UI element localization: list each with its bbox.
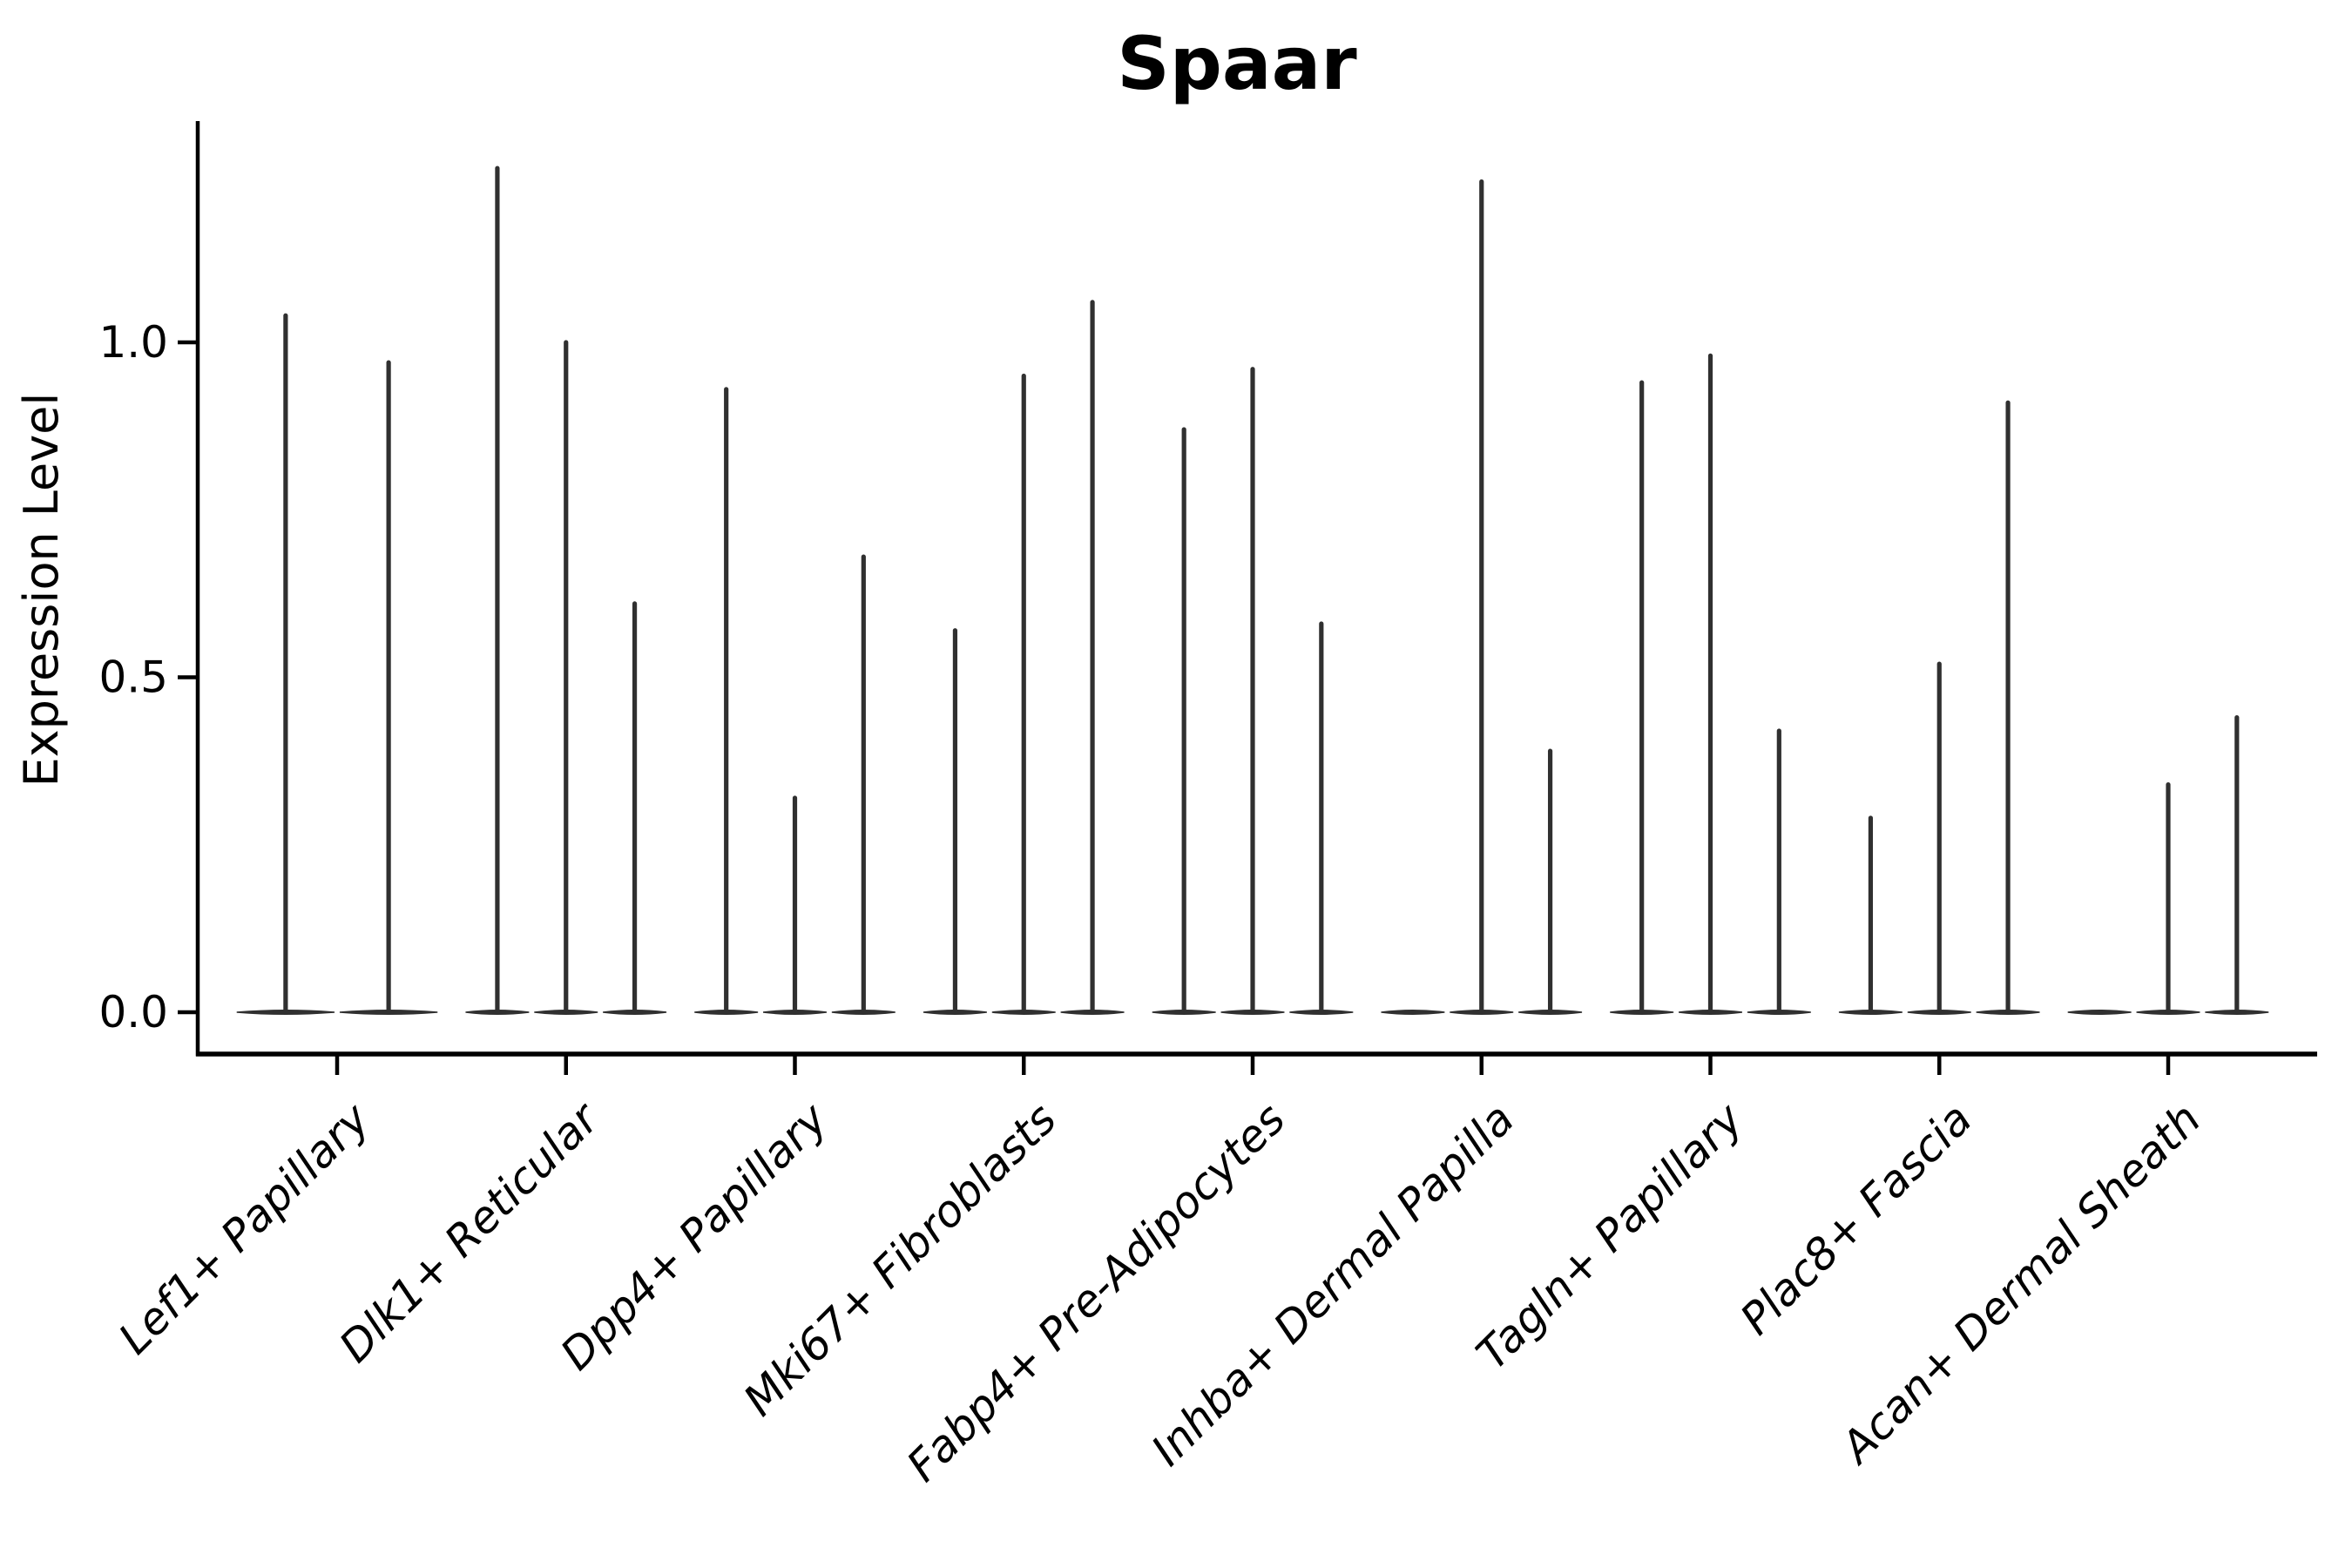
violin-group — [2067, 715, 2269, 1015]
axes-layer — [178, 121, 2317, 1075]
violin-group — [465, 166, 667, 1015]
y-tick-label: 0.5 — [98, 652, 168, 703]
violin-base — [1381, 1010, 1445, 1015]
violin-group — [1838, 400, 2040, 1015]
y-tick-label: 1.0 — [98, 317, 168, 368]
chart-title: Spaar — [1117, 21, 1357, 106]
y-tick-label: 0.0 — [98, 987, 168, 1037]
violin-group — [923, 300, 1125, 1015]
y-axis-label: Expression Level — [14, 393, 69, 787]
violin-group — [694, 387, 896, 1015]
x-tick-label: Plac8+ Fascia — [1731, 1093, 1982, 1344]
x-tick-label: Acan+ Dermal Sheath — [1830, 1093, 2211, 1474]
x-tick-label: Lef1+ Papillary — [109, 1092, 380, 1363]
violin-layer — [236, 166, 2269, 1015]
violin-base — [2067, 1010, 2132, 1015]
violin-group — [1381, 179, 1583, 1015]
violin-group — [1152, 367, 1354, 1015]
x-tick-label: Inhba+ Dermal Papilla — [1142, 1093, 1524, 1475]
violin-group — [1610, 353, 1811, 1015]
violin-group — [236, 313, 438, 1015]
x-tick-label: Fabp4+ Pre-Adipocytes — [897, 1093, 1295, 1491]
